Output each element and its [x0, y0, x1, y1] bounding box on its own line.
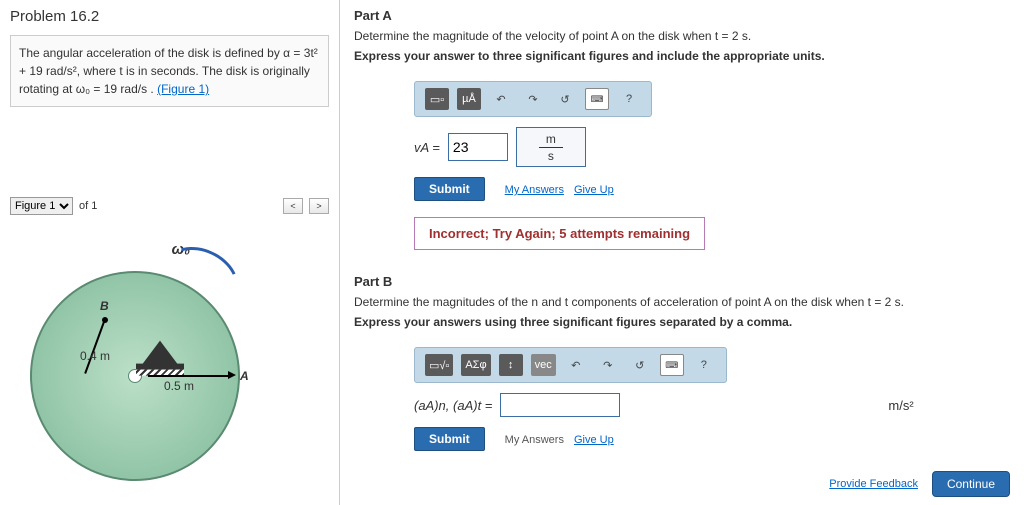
arrow-to-a: [228, 371, 236, 379]
continue-button[interactable]: Continue: [932, 471, 1010, 497]
vec-button[interactable]: vec: [531, 354, 556, 376]
part-a-title: Part A: [354, 8, 1010, 23]
submit-button-a[interactable]: Submit: [414, 177, 485, 201]
figure-of-text: of 1: [79, 200, 97, 212]
pin-support: [136, 341, 184, 375]
units-button[interactable]: µÅ: [457, 88, 481, 110]
my-answers-link-a[interactable]: My Answers: [505, 184, 564, 196]
part-a-instruction: Express your answer to three significant…: [354, 49, 1010, 63]
point-b-label: B: [100, 299, 109, 313]
greek-button[interactable]: ΑΣφ: [461, 354, 490, 376]
keyboard-button-b[interactable]: ⌨: [660, 354, 684, 376]
part-b-lhs: (aA)n, (aA)t =: [414, 398, 492, 413]
templates-button[interactable]: ▭▫: [425, 88, 449, 110]
undo-button-b[interactable]: ↶: [564, 354, 588, 376]
templates-button-b[interactable]: ▭√▫: [425, 354, 453, 376]
figure-select[interactable]: Figure 1: [10, 197, 73, 215]
part-b-instruction: Express your answers using three signifi…: [354, 315, 1010, 329]
toolbar-b: ▭√▫ ΑΣφ ↕ vec ↶ ↷ ↺ ⌨ ?: [414, 347, 727, 383]
updown-button[interactable]: ↕: [499, 354, 523, 376]
part-a: Part A Determine the magnitude of the ve…: [354, 8, 1010, 264]
part-a-unit-box[interactable]: m s: [516, 127, 586, 167]
part-a-lhs: vA =: [414, 140, 440, 155]
provide-feedback-link[interactable]: Provide Feedback: [829, 478, 918, 490]
radius-label: 0.4 m: [80, 349, 110, 363]
help-button-b[interactable]: ?: [692, 354, 716, 376]
my-answers-link-b[interactable]: My Answers: [505, 434, 564, 446]
arm-label: 0.5 m: [164, 379, 194, 393]
problem-statement: The angular acceleration of the disk is …: [10, 35, 329, 107]
give-up-link-b[interactable]: Give Up: [574, 434, 614, 446]
reset-button[interactable]: ↺: [553, 88, 577, 110]
help-button[interactable]: ?: [617, 88, 641, 110]
submit-button-b[interactable]: Submit: [414, 427, 485, 451]
redo-button-b[interactable]: ↷: [596, 354, 620, 376]
undo-button[interactable]: ↶: [489, 88, 513, 110]
figure-link[interactable]: (Figure 1): [157, 82, 209, 96]
part-a-value-input[interactable]: [448, 133, 508, 161]
part-b-title: Part B: [354, 274, 1010, 289]
part-b-value-input[interactable]: [500, 393, 620, 417]
unit-denominator: s: [548, 149, 554, 163]
figure-canvas: ω₀ B 0.4 m 0.5 m A: [10, 221, 310, 501]
keyboard-button[interactable]: ⌨: [585, 88, 609, 110]
part-a-prompt: Determine the magnitude of the velocity …: [354, 29, 1010, 43]
toolbar-a: ▭▫ µÅ ↶ ↷ ↺ ⌨ ?: [414, 81, 652, 117]
figure-prev-button[interactable]: <: [283, 198, 303, 214]
problem-title: Problem 16.2: [10, 8, 329, 25]
figure-next-button[interactable]: >: [309, 198, 329, 214]
part-b-prompt: Determine the magnitudes of the n and t …: [354, 295, 1010, 309]
part-b: Part B Determine the magnitudes of the n…: [354, 274, 1010, 457]
reset-button-b[interactable]: ↺: [628, 354, 652, 376]
point-a-label: A: [240, 369, 249, 383]
unit-numerator: m: [546, 132, 556, 146]
redo-button[interactable]: ↷: [521, 88, 545, 110]
arm-line: [148, 375, 228, 377]
give-up-link-a[interactable]: Give Up: [574, 184, 614, 196]
part-b-unit: m/s²: [888, 398, 913, 413]
feedback-message: Incorrect; Try Again; 5 attempts remaini…: [414, 217, 705, 250]
